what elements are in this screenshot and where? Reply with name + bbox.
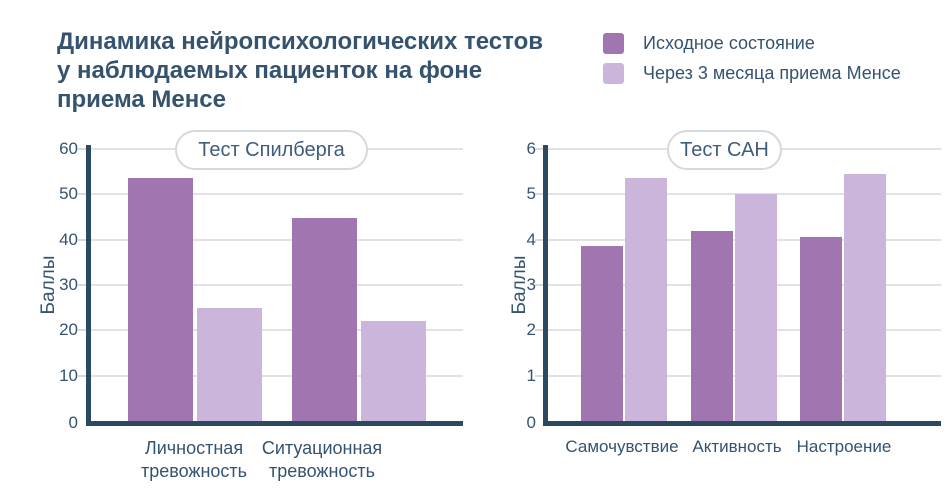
y-tick-label: 50: [59, 184, 78, 203]
y-tick-label: 10: [59, 366, 78, 385]
y-tick-mark: [535, 148, 543, 150]
x-axis-line: [86, 421, 463, 426]
y-tick-mark: [535, 193, 543, 195]
x-axis-category-label: Личностная тревожность: [140, 438, 248, 481]
y-tick-mark: [78, 148, 86, 150]
y-tick-label: 60: [59, 139, 78, 158]
figure-title-line2: у наблюдаемых пациенток на фоне: [57, 57, 483, 84]
y-tick-mark: [78, 193, 86, 195]
y-tick-label: 1: [526, 366, 536, 385]
bar-after-3-months: [361, 321, 426, 421]
chart-spielberg-test: Баллы Тест Спилберга 0 10 20 30 40 50 60 Личнос…: [0, 120, 475, 496]
y-tick-label: 0: [526, 413, 536, 432]
bar-after-3-months: [844, 174, 886, 421]
x-axis-category-label: Самочувствие: [565, 437, 679, 456]
gridline: [91, 284, 463, 286]
legend-swatch-after-icon: [603, 63, 624, 84]
chart-title-badge: Тест Спилберга: [175, 130, 368, 170]
gridline: [91, 375, 463, 377]
gridline: [91, 329, 463, 331]
bar-after-3-months: [734, 194, 777, 421]
y-tick-mark: [78, 329, 86, 331]
y-tick-mark: [535, 284, 543, 286]
y-tick-label: 6: [526, 139, 536, 158]
chart-title: Тест САН: [680, 138, 769, 161]
y-tick-label: 3: [526, 275, 536, 294]
y-tick-mark: [535, 329, 543, 331]
bar-initial: [581, 246, 623, 421]
y-tick-label: 0: [68, 413, 78, 432]
chart-title: Тест Спилберга: [198, 138, 345, 161]
y-tick-label: 40: [59, 230, 78, 249]
chart-san-test: Баллы Тест САН 0 1 2 3 4 5 6 Самочувствие Активн…: [475, 120, 949, 496]
x-axis-category-label: Настроение: [796, 437, 892, 456]
bar-initial: [292, 218, 357, 421]
x-axis-line: [543, 421, 941, 426]
figure-title: Динамика нейропсихологических тестов у н…: [57, 27, 543, 114]
y-tick-mark: [78, 239, 86, 241]
y-tick-label: 4: [526, 230, 536, 249]
bar-initial: [800, 237, 842, 421]
y-tick-label: 5: [526, 184, 536, 203]
bar-initial: [128, 178, 193, 421]
y-axis-line: [543, 145, 548, 426]
gridline: [91, 239, 463, 241]
legend-swatch-initial-icon: [603, 33, 624, 54]
legend-label-after: Через 3 месяца приема Менсе: [643, 63, 901, 83]
y-tick-mark: [535, 239, 543, 241]
gridline: [91, 193, 463, 195]
x-axis-category-label: Активность: [692, 437, 782, 456]
bar-initial: [690, 231, 733, 421]
bar-after-3-months: [625, 178, 667, 421]
chart-title-badge: Тест САН: [667, 130, 782, 170]
legend-item-initial: Исходное состояние: [603, 33, 901, 54]
y-tick-label: 20: [59, 320, 78, 339]
y-tick-label: 2: [526, 320, 536, 339]
y-tick-mark: [535, 375, 543, 377]
y-tick-label: 30: [59, 275, 78, 294]
bar-after-3-months: [197, 308, 262, 421]
legend-item-after-3-months: Через 3 месяца приема Менсе: [603, 63, 901, 84]
y-tick-mark: [78, 375, 86, 377]
legend: Исходное состояние Через 3 месяца приема…: [603, 33, 901, 84]
figure-title-line1: Динамика нейропсихологических тестов: [57, 28, 543, 55]
y-tick-mark: [78, 284, 86, 286]
x-axis-category-label: Ситуационная тревожность: [261, 438, 383, 481]
y-axis-line: [86, 145, 91, 426]
legend-label-initial: Исходное состояние: [643, 33, 815, 53]
figure-title-line3: приема Менсе: [57, 86, 226, 113]
